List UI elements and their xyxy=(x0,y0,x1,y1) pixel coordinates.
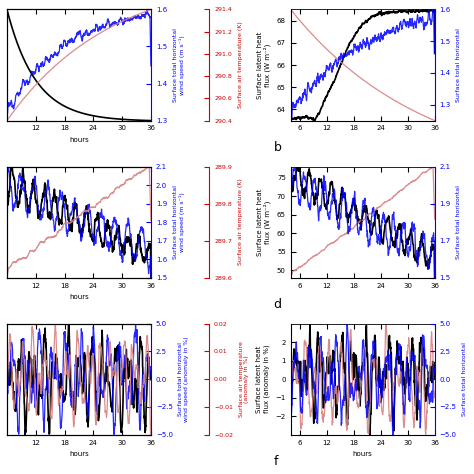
Y-axis label: Surface air temperature
(anomaly in %): Surface air temperature (anomaly in %) xyxy=(238,341,249,417)
Y-axis label: Surface total horizontal
wind speed (m s⁻¹): Surface total horizontal wind speed (m s… xyxy=(173,185,184,259)
Y-axis label: Surface total horizontal: Surface total horizontal xyxy=(462,342,467,416)
Y-axis label: Surface total horizontal: Surface total horizontal xyxy=(456,28,461,102)
Y-axis label: Surface total horizontal
wind speed (anomaly in %): Surface total horizontal wind speed (ano… xyxy=(178,337,189,422)
X-axis label: hours: hours xyxy=(69,137,89,143)
X-axis label: hours: hours xyxy=(353,451,373,457)
X-axis label: hours: hours xyxy=(69,451,89,457)
Y-axis label: Surface total horizontal: Surface total horizontal xyxy=(456,185,461,259)
Y-axis label: Surface total horizontal
wind speed (m s⁻¹): Surface total horizontal wind speed (m s… xyxy=(173,28,184,102)
Text: d: d xyxy=(273,298,282,310)
Y-axis label: Surface latent heat
flux (W m⁻²): Surface latent heat flux (W m⁻²) xyxy=(256,31,271,99)
Y-axis label: Surface latent heat
flux (anomaly in %): Surface latent heat flux (anomaly in %) xyxy=(256,345,270,413)
Text: f: f xyxy=(273,455,278,468)
Y-axis label: Surface air temperature (K): Surface air temperature (K) xyxy=(237,179,243,265)
X-axis label: hours: hours xyxy=(69,294,89,300)
Text: b: b xyxy=(273,141,281,154)
Y-axis label: Surface air temperature (K): Surface air temperature (K) xyxy=(237,22,243,109)
Y-axis label: Surface latent heat
flux (W m⁻²): Surface latent heat flux (W m⁻²) xyxy=(256,188,271,256)
